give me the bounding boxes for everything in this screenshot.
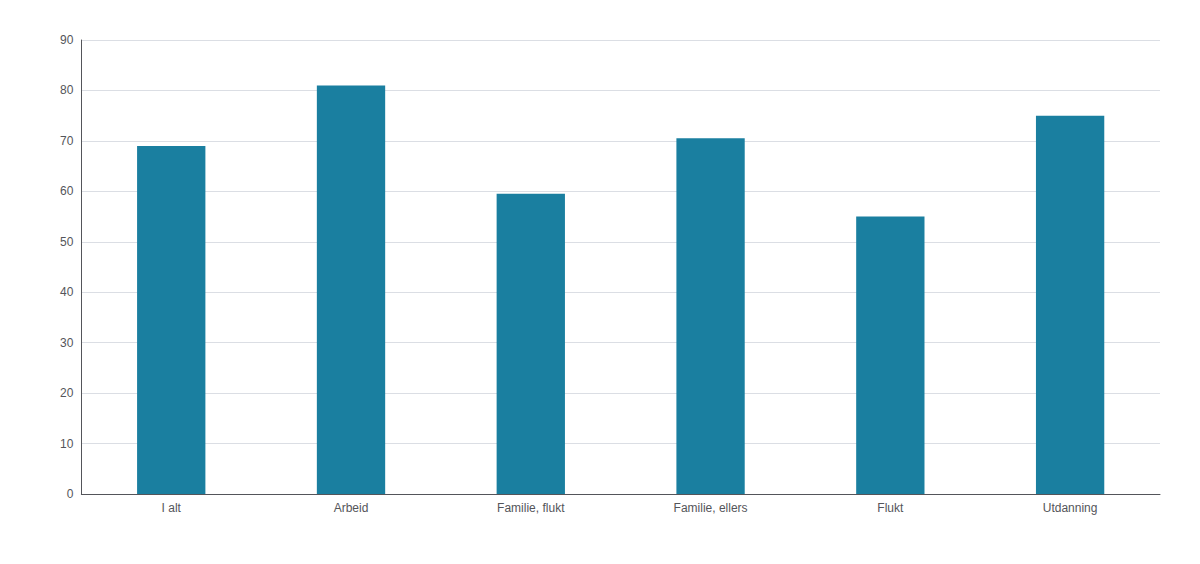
svg-text:Flukt: Flukt xyxy=(877,501,904,515)
svg-text:60: 60 xyxy=(60,184,74,198)
svg-text:90: 90 xyxy=(60,33,74,47)
svg-text:80: 80 xyxy=(60,83,74,97)
svg-text:40: 40 xyxy=(60,285,74,299)
svg-text:Familie, ellers: Familie, ellers xyxy=(674,501,748,515)
svg-text:30: 30 xyxy=(60,336,74,350)
svg-text:50: 50 xyxy=(60,235,74,249)
svg-text:70: 70 xyxy=(60,134,74,148)
svg-text:Utdanning: Utdanning xyxy=(1043,501,1098,515)
svg-text:20: 20 xyxy=(60,386,74,400)
svg-text:Arbeid: Arbeid xyxy=(334,501,369,515)
svg-text:10: 10 xyxy=(60,437,74,451)
svg-text:Familie, flukt: Familie, flukt xyxy=(497,501,565,515)
svg-text:I alt: I alt xyxy=(162,501,182,515)
svg-text:0: 0 xyxy=(67,487,74,501)
